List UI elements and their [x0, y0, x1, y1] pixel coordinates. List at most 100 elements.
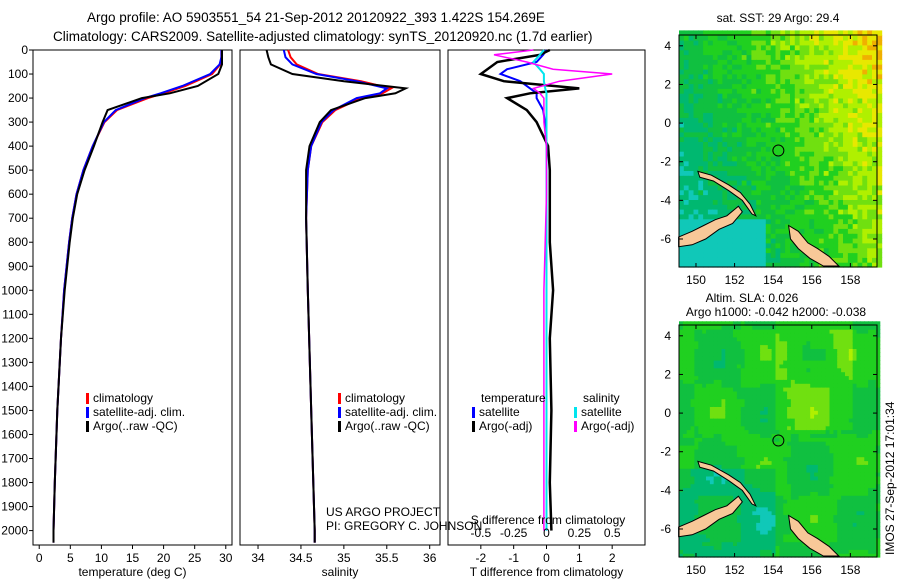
- map-cell: [830, 457, 835, 462]
- map-cell: [829, 69, 834, 74]
- map-cell: [791, 549, 796, 554]
- map-cell: [679, 414, 684, 419]
- map-cell: [848, 190, 853, 195]
- map-cell: [791, 345, 796, 350]
- map-cell: [841, 464, 846, 469]
- map-cell: [829, 88, 834, 93]
- map-cell: [766, 50, 771, 55]
- map-cell: [694, 151, 699, 156]
- map-cell: [745, 441, 750, 446]
- map-cell: [703, 35, 708, 40]
- map-cell: [761, 190, 766, 195]
- map-cell: [684, 113, 689, 118]
- map-cell: [756, 74, 761, 79]
- map-cell: [772, 345, 777, 350]
- map-cell: [756, 507, 761, 512]
- map-cell: [867, 74, 872, 79]
- map-cell: [814, 64, 819, 69]
- map-cell: [714, 484, 719, 489]
- map-cell: [698, 59, 703, 64]
- map-cell: [722, 190, 727, 195]
- map-cell: [829, 141, 834, 146]
- map-cell: [819, 166, 824, 171]
- map-cell: [804, 40, 809, 45]
- map-cell: [776, 35, 781, 40]
- map-cell: [795, 84, 800, 89]
- map-cell: [698, 137, 703, 142]
- map-cell: [727, 64, 732, 69]
- map-cell: [838, 122, 843, 127]
- map-cell: [725, 391, 730, 396]
- map-cell: [877, 243, 882, 248]
- depth-tick-label: 600: [8, 187, 28, 201]
- map-cell: [841, 368, 846, 373]
- map-cell: [862, 166, 867, 171]
- map-cell: [698, 132, 703, 137]
- map-cell: [785, 122, 790, 127]
- map-cell: [843, 257, 848, 262]
- map-cell: [838, 185, 843, 190]
- map-cell: [694, 79, 699, 84]
- map-cell: [776, 345, 781, 350]
- map-cell: [722, 45, 727, 50]
- map-cell: [713, 98, 718, 103]
- map-cell: [684, 190, 689, 195]
- map-cell: [877, 98, 882, 103]
- map-cell: [761, 122, 766, 127]
- map-cell: [708, 55, 713, 60]
- map-cell: [804, 113, 809, 118]
- map-cell: [694, 379, 699, 384]
- map-cell: [841, 391, 846, 396]
- map-cell: [742, 45, 747, 50]
- map-cell: [761, 59, 766, 64]
- map-cell: [776, 414, 781, 419]
- map-cell: [799, 372, 804, 377]
- map-cell: [862, 113, 867, 118]
- map-cell: [737, 113, 742, 118]
- map-cell: [829, 40, 834, 45]
- map-cell: [706, 391, 711, 396]
- map-cell: [848, 146, 853, 151]
- map-cell: [772, 464, 777, 469]
- map-cell: [877, 88, 882, 93]
- map-cell: [841, 414, 846, 419]
- map-cell: [858, 180, 863, 185]
- map-cell: [791, 538, 796, 543]
- map-cell: [684, 185, 689, 190]
- map-cell: [694, 348, 699, 353]
- map-cell: [694, 64, 699, 69]
- map-cell: [818, 484, 823, 489]
- map-cell: [732, 84, 737, 89]
- map-cell: [708, 50, 713, 55]
- map-cell: [766, 35, 771, 40]
- map-cell: [689, 137, 694, 142]
- map-cell: [713, 108, 718, 113]
- map-cell: [818, 507, 823, 512]
- map-cell: [761, 199, 766, 204]
- map-cell: [752, 430, 757, 435]
- legend-label: satellite-adj. clim.: [345, 405, 437, 419]
- map-cell: [713, 209, 718, 214]
- map-cell: [727, 127, 732, 132]
- map-cell: [733, 488, 738, 493]
- map-cell: [747, 238, 752, 243]
- map-cell: [862, 156, 867, 161]
- map-cell: [742, 185, 747, 190]
- map-cell: [751, 64, 756, 69]
- map-cell: [849, 441, 854, 446]
- map-cell: [751, 190, 756, 195]
- map-cell: [722, 113, 727, 118]
- map-cell: [679, 337, 684, 342]
- map-cell: [751, 127, 756, 132]
- map-cell: [790, 55, 795, 60]
- map-cell: [689, 113, 694, 118]
- map-cell: [843, 248, 848, 253]
- map-cell: [848, 127, 853, 132]
- map-cell: [756, 457, 761, 462]
- map-cell: [877, 146, 882, 151]
- map-cell: [862, 195, 867, 200]
- map-cell: [771, 55, 776, 60]
- map-cell: [780, 185, 785, 190]
- map-cell: [862, 108, 867, 113]
- map-cell: [776, 74, 781, 79]
